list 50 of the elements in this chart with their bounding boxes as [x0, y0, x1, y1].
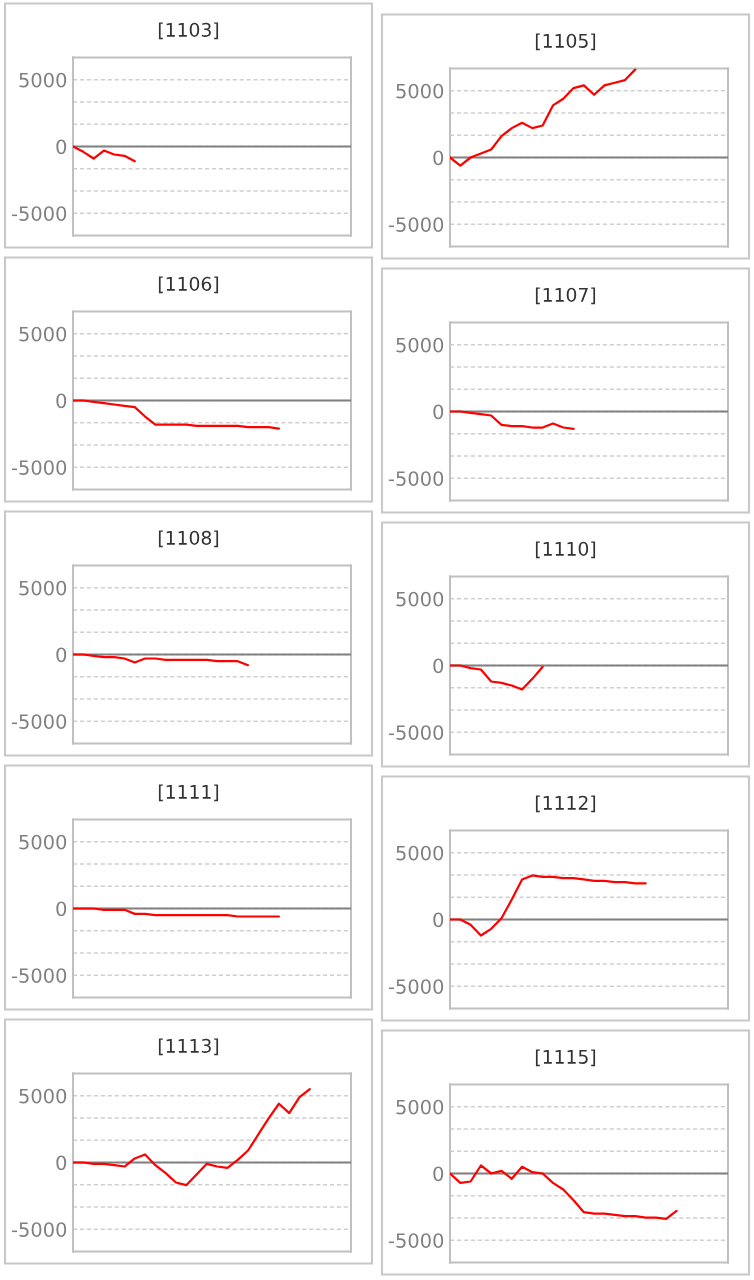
y-tick-label: 0 — [56, 393, 67, 409]
y-tick-label: -5000 — [388, 725, 444, 740]
y-tick-label: 0 — [433, 658, 444, 674]
y-tick-label: -5000 — [388, 217, 444, 232]
chart-title: [1111] — [158, 784, 219, 802]
y-tick-label: 0 — [56, 1155, 67, 1171]
line-series — [73, 399, 281, 430]
chart-title: [1115] — [535, 1049, 596, 1067]
y-tick-label: 0 — [56, 139, 67, 155]
y-tick-label: 5000 — [19, 326, 67, 342]
chart-title: [1108] — [158, 530, 219, 548]
line-series — [450, 68, 637, 167]
chart-title: [1103] — [158, 22, 219, 40]
chart-title: [1106] — [158, 276, 219, 294]
y-tick-label: -5000 — [11, 1222, 67, 1237]
y-tick-label: 5000 — [396, 337, 444, 353]
y-tick-label: 5000 — [19, 72, 67, 88]
y-tick-label: -5000 — [11, 460, 67, 475]
line-series — [73, 653, 250, 667]
y-tick-label: 5000 — [396, 1099, 444, 1115]
line-series — [73, 145, 136, 163]
line-series — [73, 1087, 311, 1187]
chart-title: [1105] — [535, 33, 596, 51]
y-tick-label: 5000 — [396, 83, 444, 99]
y-tick-label: 0 — [56, 901, 67, 917]
y-tick-label: -5000 — [388, 471, 444, 486]
line-series — [450, 1164, 678, 1220]
y-tick-label: 0 — [433, 150, 444, 166]
y-tick-label: 5000 — [396, 591, 444, 607]
chart-title: [1112] — [535, 795, 596, 813]
y-tick-label: -5000 — [388, 1233, 444, 1248]
y-tick-label: 0 — [433, 912, 444, 928]
chart-title: [1110] — [535, 541, 596, 559]
chart-title: [1113] — [158, 1038, 219, 1056]
y-tick-label: -5000 — [11, 714, 67, 729]
line-series — [73, 907, 281, 918]
y-tick-label: 5000 — [19, 1088, 67, 1104]
y-tick-label: 5000 — [396, 845, 444, 861]
y-tick-label: 0 — [433, 1166, 444, 1182]
line-series — [450, 410, 575, 430]
line-series — [450, 664, 544, 691]
y-tick-label: -5000 — [11, 206, 67, 221]
y-tick-label: 0 — [56, 647, 67, 663]
y-tick-label: -5000 — [388, 979, 444, 994]
line-series — [450, 874, 647, 937]
y-tick-label: 0 — [433, 404, 444, 420]
y-tick-label: 5000 — [19, 834, 67, 850]
y-tick-label: 5000 — [19, 580, 67, 596]
chart-title: [1107] — [535, 287, 596, 305]
y-tick-label: -5000 — [11, 968, 67, 983]
